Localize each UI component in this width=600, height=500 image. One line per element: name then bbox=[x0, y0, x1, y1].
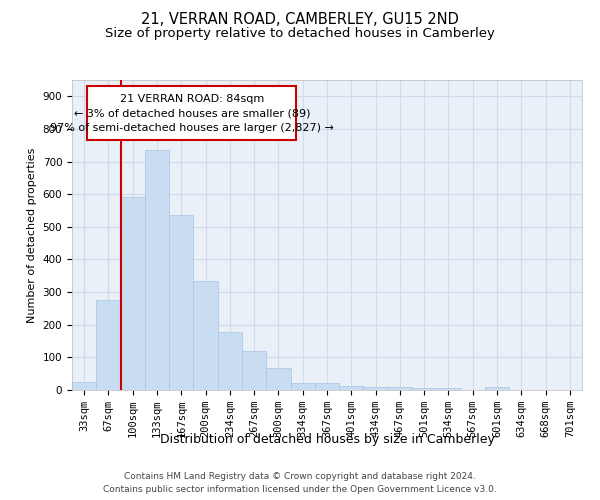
Bar bbox=[145, 150, 169, 390]
Bar bbox=[388, 388, 412, 390]
Text: Size of property relative to detached houses in Camberley: Size of property relative to detached ho… bbox=[105, 28, 495, 40]
Text: Contains HM Land Registry data © Crown copyright and database right 2024.
Contai: Contains HM Land Registry data © Crown c… bbox=[103, 472, 497, 494]
Bar bbox=[364, 386, 388, 390]
Bar bbox=[121, 198, 145, 390]
Text: 21, VERRAN ROAD, CAMBERLEY, GU15 2ND: 21, VERRAN ROAD, CAMBERLEY, GU15 2ND bbox=[141, 12, 459, 28]
Bar bbox=[290, 383, 315, 390]
Bar bbox=[218, 332, 242, 390]
Bar bbox=[266, 368, 290, 390]
Text: Distribution of detached houses by size in Camberley: Distribution of detached houses by size … bbox=[160, 432, 494, 446]
Bar bbox=[72, 382, 96, 390]
FancyBboxPatch shape bbox=[88, 86, 296, 141]
Bar bbox=[315, 384, 339, 390]
Y-axis label: Number of detached properties: Number of detached properties bbox=[27, 148, 37, 322]
Bar bbox=[242, 352, 266, 390]
Bar bbox=[436, 388, 461, 390]
Bar bbox=[485, 388, 509, 390]
Bar bbox=[412, 388, 436, 390]
Bar bbox=[169, 216, 193, 390]
Bar bbox=[339, 386, 364, 390]
Text: 21 VERRAN ROAD: 84sqm
← 3% of detached houses are smaller (89)
97% of semi-detac: 21 VERRAN ROAD: 84sqm ← 3% of detached h… bbox=[50, 94, 334, 133]
Bar bbox=[193, 280, 218, 390]
Bar bbox=[96, 300, 121, 390]
